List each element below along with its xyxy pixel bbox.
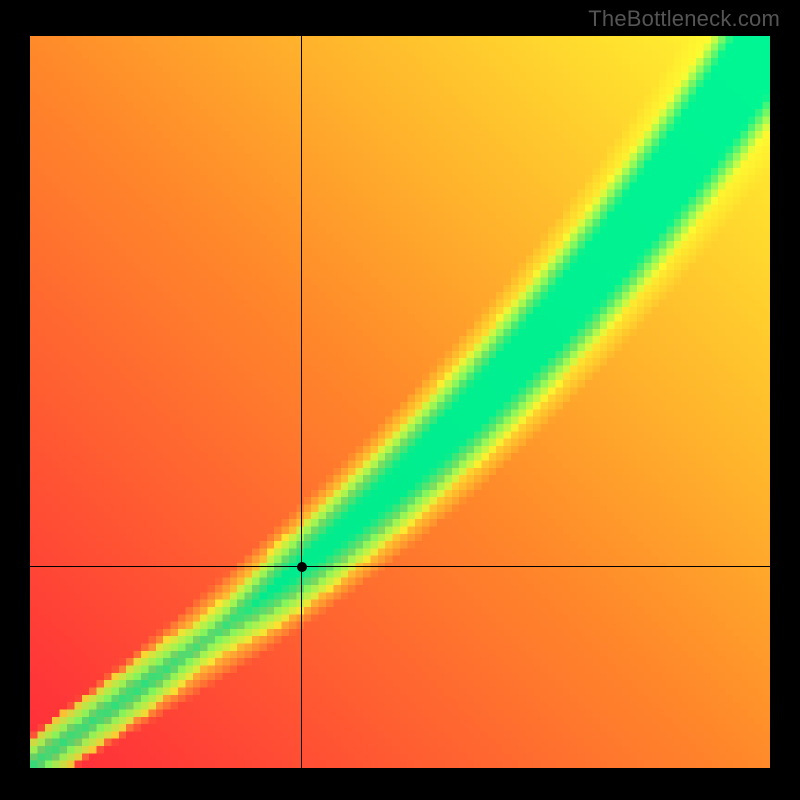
crosshair-horizontal xyxy=(30,566,770,567)
watermark-text: TheBottleneck.com xyxy=(588,6,780,32)
plot-area xyxy=(30,36,770,768)
heatmap-canvas xyxy=(30,36,770,768)
marker-dot xyxy=(297,562,307,572)
crosshair-vertical xyxy=(301,36,302,768)
container: TheBottleneck.com xyxy=(0,0,800,800)
